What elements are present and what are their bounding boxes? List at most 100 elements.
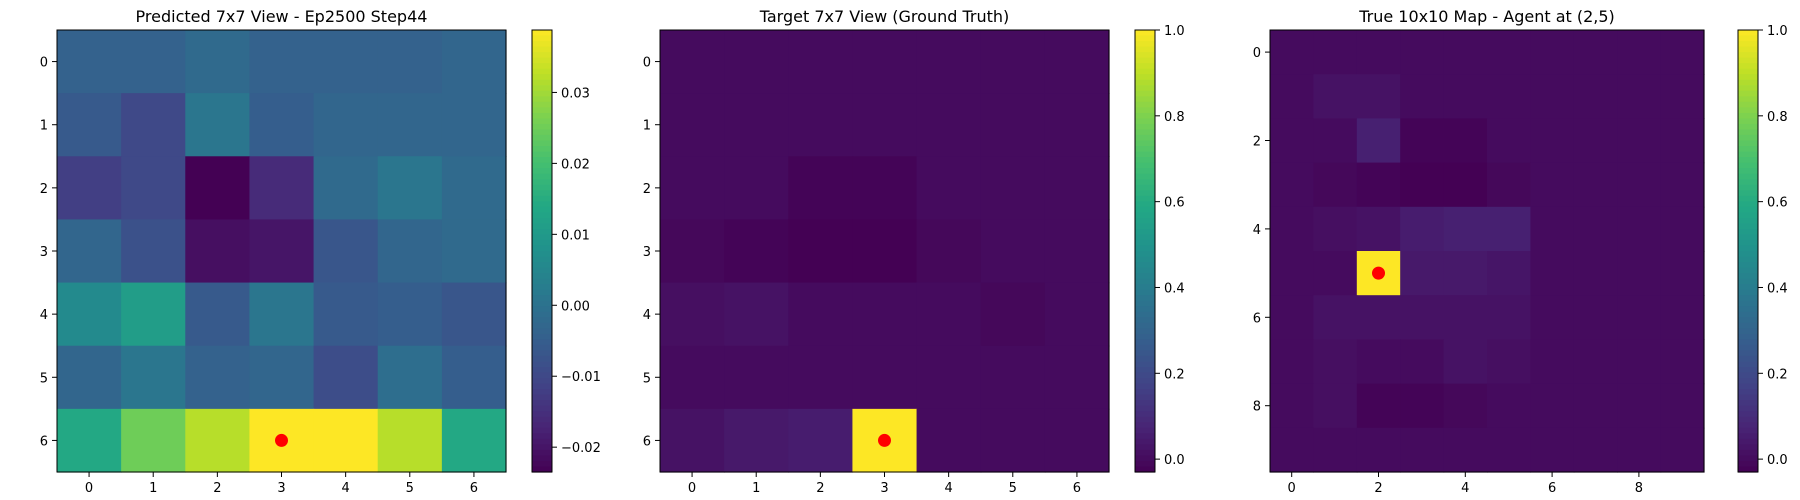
heatmap-cell bbox=[1044, 156, 1110, 221]
y-tick-label: 4 bbox=[643, 308, 651, 323]
y-tick-label: 4 bbox=[40, 308, 48, 323]
heatmap-cell bbox=[1573, 251, 1618, 296]
heatmap-cell bbox=[57, 408, 122, 473]
colorbar-segment bbox=[532, 256, 552, 263]
colorbar-segment bbox=[1135, 427, 1155, 434]
x-tick-label: 8 bbox=[1635, 481, 1643, 496]
colorbar-segment bbox=[1135, 251, 1155, 258]
heatmap-cell bbox=[185, 156, 251, 221]
colorbar-segment bbox=[1738, 201, 1758, 208]
colorbar-segment bbox=[532, 394, 552, 401]
colorbar-segment bbox=[1135, 383, 1155, 390]
heatmap-cell bbox=[1400, 339, 1445, 385]
x-tick-label: 3 bbox=[277, 481, 285, 496]
heatmap-cell bbox=[1573, 74, 1618, 119]
y-tick-label: 6 bbox=[643, 434, 651, 449]
colorbar-segment bbox=[1738, 157, 1758, 164]
colorbar-segment bbox=[1135, 339, 1155, 346]
heatmap-cell bbox=[1356, 30, 1401, 75]
heatmap-cell bbox=[1530, 74, 1575, 119]
heatmap-cell bbox=[1356, 427, 1401, 473]
heatmap-cell bbox=[1270, 251, 1314, 296]
heatmap-cell bbox=[57, 93, 122, 157]
heatmap-cell bbox=[1270, 74, 1314, 119]
heatmap-cell bbox=[1530, 383, 1575, 429]
x-tick-label: 6 bbox=[1548, 481, 1556, 496]
colorbar-segment bbox=[532, 422, 552, 429]
heatmap-cell bbox=[441, 30, 507, 94]
heatmap-cell bbox=[1573, 118, 1618, 164]
x-tick-label: 0 bbox=[85, 481, 93, 496]
heatmap-cell bbox=[1617, 295, 1662, 340]
colorbar-frame bbox=[531, 29, 553, 473]
heatmap-cell bbox=[1487, 383, 1531, 429]
colorbar-segment bbox=[532, 433, 552, 440]
heatmap-cell bbox=[916, 408, 982, 473]
heatmap-cell bbox=[724, 219, 789, 284]
colorbar-segment bbox=[532, 427, 552, 434]
heatmap-cell bbox=[1443, 251, 1488, 296]
colorbar-segment bbox=[532, 306, 552, 313]
heatmap-cell bbox=[1530, 118, 1575, 164]
heatmap-cell bbox=[57, 30, 122, 94]
heatmap-cell bbox=[788, 30, 854, 94]
heatmap-cell bbox=[724, 282, 789, 347]
colorbar-segment bbox=[1135, 378, 1155, 385]
colorbar-segment bbox=[532, 173, 552, 180]
heatmap-cell bbox=[852, 219, 918, 284]
y-tick-label: 5 bbox=[40, 371, 48, 386]
colorbar-segment bbox=[1738, 190, 1758, 197]
colorbar-segment bbox=[1135, 317, 1155, 324]
colorbar-segment bbox=[1738, 239, 1758, 247]
colorbar-segment bbox=[1738, 350, 1758, 357]
colorbar-segment bbox=[532, 151, 552, 158]
colorbar-segment bbox=[1135, 223, 1155, 230]
colorbar-segment bbox=[1135, 46, 1155, 53]
colorbar-segment bbox=[1738, 151, 1758, 158]
colorbar-segment bbox=[1135, 438, 1155, 445]
heatmap-cell bbox=[313, 219, 379, 284]
heatmap-cell bbox=[980, 408, 1046, 473]
colorbar-segment bbox=[1135, 52, 1155, 59]
colorbar-segment bbox=[532, 389, 552, 396]
heatmap-cell bbox=[1443, 74, 1488, 119]
heatmap-cell bbox=[313, 345, 379, 410]
heatmap-cell bbox=[1400, 74, 1445, 119]
colorbar-segment bbox=[1135, 212, 1155, 219]
colorbar-segment bbox=[1738, 267, 1758, 274]
colorbar-segment bbox=[1738, 217, 1758, 224]
colorbar-frame bbox=[1737, 29, 1759, 473]
heatmap-cell bbox=[1443, 30, 1488, 75]
heatmap-cell bbox=[1400, 383, 1445, 429]
colorbar-segment bbox=[1738, 405, 1758, 412]
x-tick-label: 4 bbox=[1461, 481, 1469, 496]
heatmap-cell bbox=[1530, 427, 1575, 473]
colorbar-segment bbox=[1135, 239, 1155, 247]
colorbar-tick-label: 0.4 bbox=[1164, 281, 1185, 296]
heatmap-cell bbox=[788, 219, 854, 284]
heatmap-cell bbox=[1313, 383, 1358, 429]
x-tick-label: 0 bbox=[688, 481, 696, 496]
colorbar-segment bbox=[1738, 455, 1758, 462]
colorbar-segment bbox=[1738, 68, 1758, 75]
x-tick-label: 4 bbox=[945, 481, 953, 496]
colorbar-segment bbox=[1135, 179, 1155, 186]
colorbar-segment bbox=[1738, 361, 1758, 368]
colorbar-segment bbox=[1738, 168, 1758, 175]
colorbar-segment bbox=[1738, 322, 1758, 329]
colorbar-tick-label: 0.4 bbox=[1767, 281, 1788, 296]
heatmap-cell bbox=[121, 30, 186, 94]
colorbar-segment bbox=[532, 311, 552, 318]
heatmap-cell bbox=[1270, 162, 1314, 208]
colorbar-segment bbox=[1135, 289, 1155, 296]
colorbar-segment bbox=[1738, 251, 1758, 258]
colorbar-segment bbox=[1738, 378, 1758, 385]
colorbar-segment bbox=[532, 30, 552, 37]
heatmap-cell bbox=[1530, 30, 1575, 75]
colorbar-segment bbox=[1738, 317, 1758, 324]
colorbar-segment bbox=[1135, 284, 1155, 291]
panel-predicted-view: Predicted 7x7 View - Ep2500 Step44 0 1 2 3 4… bbox=[40, 7, 601, 496]
colorbar-segment bbox=[1738, 333, 1758, 340]
colorbar-segment bbox=[1738, 35, 1758, 42]
heatmap-cell bbox=[980, 219, 1046, 284]
